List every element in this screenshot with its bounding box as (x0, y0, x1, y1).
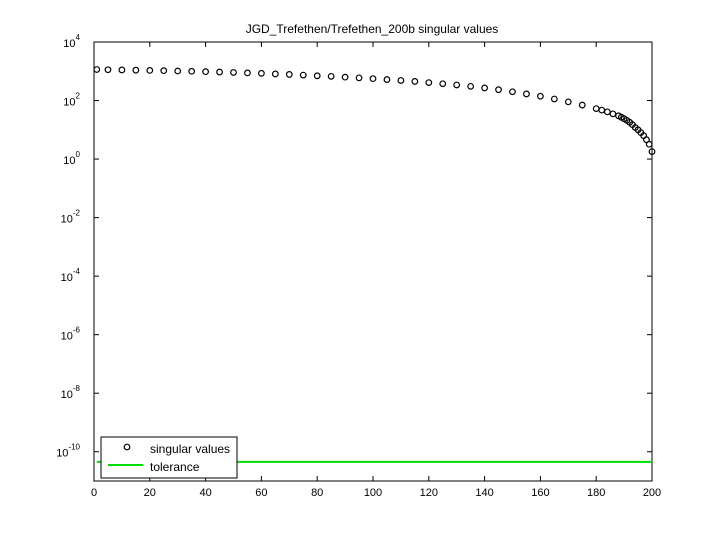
y-tick-exponent: 0 (76, 150, 81, 159)
y-tick-base: 10 (63, 155, 75, 167)
x-tick-label: 20 (144, 487, 156, 499)
singular-value-point (93, 66, 101, 73)
singular-value-point (523, 90, 530, 98)
x-tick-label: 120 (420, 487, 438, 499)
singular-value-point (216, 68, 223, 76)
y-tick-label: 10-10 (56, 443, 80, 460)
singular-value-point (188, 67, 196, 75)
legend-label-tolerance: tolerance (150, 460, 200, 474)
singular-value-point (146, 67, 154, 74)
y-tick-base: 10 (61, 214, 73, 226)
x-tick-label: 160 (531, 487, 549, 499)
singular-value-point (439, 80, 447, 88)
singular-value-point (397, 77, 405, 84)
singular-value-point (271, 70, 279, 78)
y-tick-exponent: -4 (73, 267, 81, 276)
singular-value-point (453, 81, 461, 89)
singular-value-point (467, 82, 475, 90)
plot-frame (93, 41, 653, 482)
singular-value-point (550, 95, 558, 103)
singular-value-point (285, 71, 293, 78)
singular-value-point (355, 74, 363, 82)
singular-value-point (369, 75, 377, 83)
singular-value-point (609, 110, 617, 118)
y-tick-base: 10 (63, 97, 75, 109)
singular-value-point (537, 92, 544, 100)
singular-value-point (592, 105, 600, 113)
y-tick-exponent: 2 (76, 92, 81, 101)
x-tick-label: 180 (587, 487, 605, 499)
singular-value-point (313, 72, 321, 80)
legend: singular values tolerance (100, 436, 238, 479)
x-tick-label: 100 (364, 487, 382, 499)
x-tick-label: 0 (91, 487, 97, 499)
legend-marker-singular-values (123, 443, 131, 451)
y-tick-label: 104 (63, 33, 80, 50)
singular-value-point (411, 78, 419, 85)
singular-value-point (258, 69, 265, 77)
y-tick-label: 10-2 (61, 209, 81, 226)
singular-value-point (174, 67, 182, 75)
singular-value-point (299, 71, 307, 79)
singular-value-point (495, 86, 502, 94)
singular-value-point (425, 79, 433, 86)
singular-value-point (327, 72, 335, 80)
y-tick-label: 102 (63, 92, 80, 109)
y-tick-exponent: -8 (73, 384, 81, 393)
x-tick-label: 40 (199, 487, 211, 499)
x-tick-label: 200 (643, 487, 661, 499)
y-tick-exponent: 4 (76, 33, 81, 42)
y-tick-exponent: -2 (73, 209, 81, 218)
singular-value-point (118, 66, 126, 74)
singular-value-point (104, 66, 112, 74)
series-layer (93, 66, 656, 463)
y-tick-base: 10 (61, 389, 73, 401)
singular-value-point (383, 76, 391, 83)
singular-value-point (481, 84, 489, 92)
y-tick-base: 10 (63, 38, 75, 50)
legend-label-singular-values: singular values (150, 442, 230, 456)
singular-value-point (341, 73, 349, 81)
singular-value-point (564, 98, 572, 106)
y-tick-label: 100 (63, 150, 80, 167)
singular-value-point (645, 140, 653, 148)
singular-value-point (230, 69, 237, 76)
singular-value-point (244, 69, 251, 77)
chart-title: JGD_Trefethen/Trefethen_200b singular va… (246, 22, 499, 36)
x-tick-label: 80 (311, 487, 323, 499)
y-tick-label: 10-8 (61, 384, 81, 401)
singular-value-point (648, 148, 656, 155)
singular-value-point (598, 106, 606, 114)
y-tick-label: 10-4 (61, 267, 81, 284)
singular-value-point (509, 88, 516, 96)
singular-value-point (578, 101, 586, 109)
y-tick-label: 10-6 (61, 326, 81, 343)
y-tick-exponent: -10 (68, 443, 80, 452)
y-tick-exponent: -6 (73, 326, 81, 335)
singular-value-point (202, 68, 210, 76)
y-tick-base: 10 (56, 448, 68, 460)
x-axis: 0 20 40 60 80 100 120 140 160 180 200 (91, 42, 661, 499)
x-tick-label: 60 (255, 487, 267, 499)
y-tick-base: 10 (61, 272, 73, 284)
y-tick-base: 10 (61, 331, 73, 343)
x-tick-label: 140 (475, 487, 493, 499)
legend-box (100, 436, 238, 479)
singular-value-point (132, 66, 140, 74)
singular-value-point (160, 67, 168, 75)
singular-value-point (603, 108, 611, 116)
